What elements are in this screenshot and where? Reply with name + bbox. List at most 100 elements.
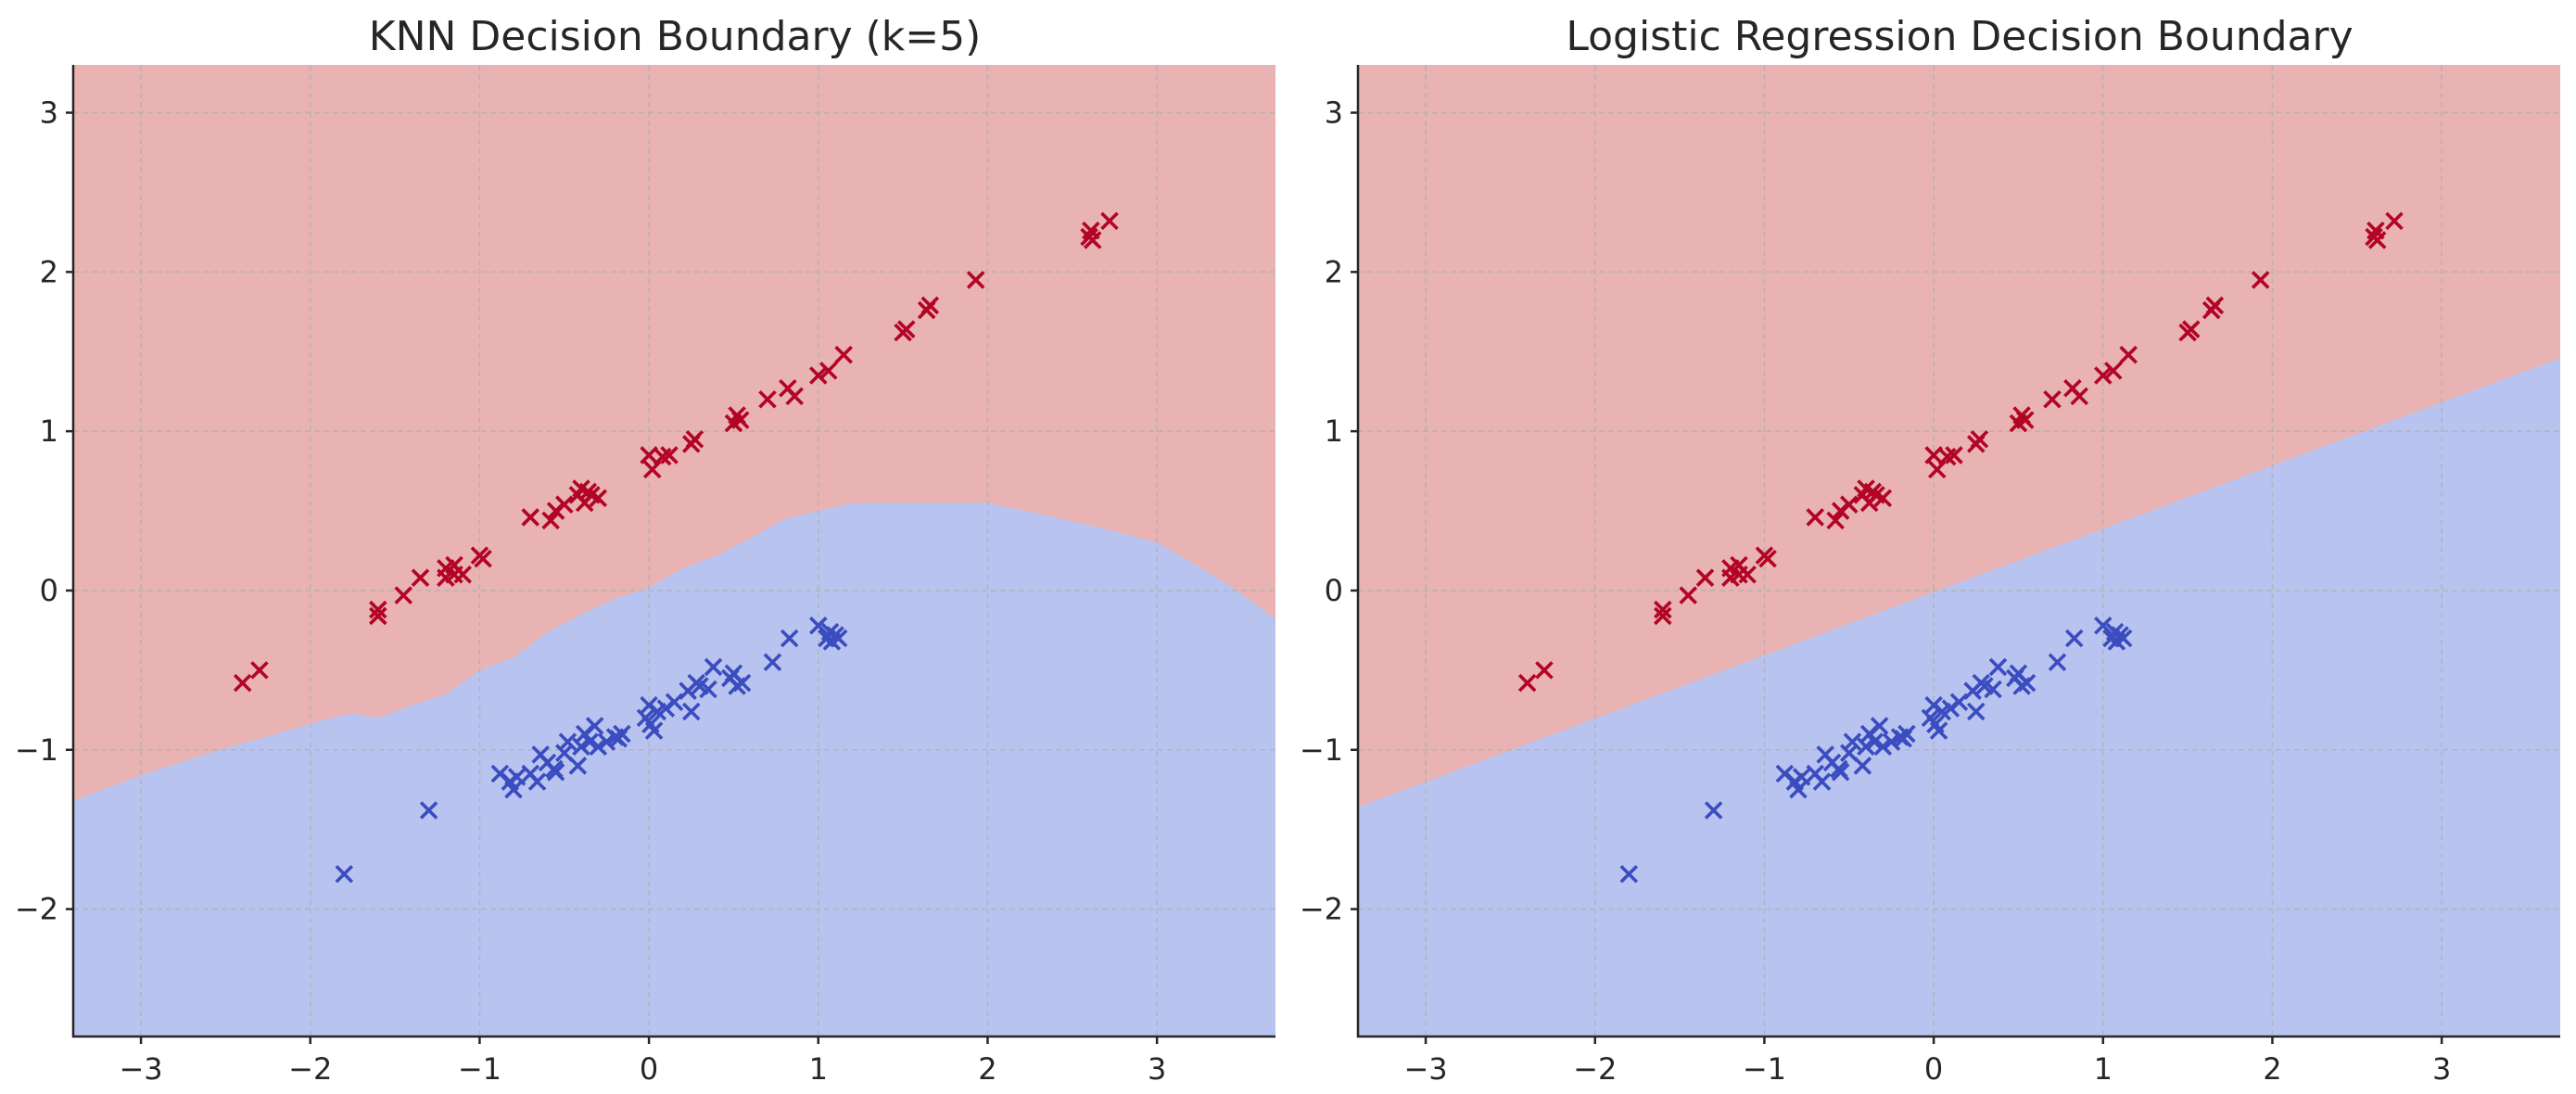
logreg-xtick-label: 2 bbox=[2263, 1051, 2281, 1087]
logreg-xtick-label: −1 bbox=[1743, 1051, 1786, 1087]
knn-axes: −3 −2 −1 0 1 2 3 −2 −1 0 1 2 3 bbox=[15, 65, 1275, 1087]
logreg-decision-regions bbox=[1358, 65, 2560, 1037]
knn-point-class-1 bbox=[541, 511, 560, 530]
logreg-panel: Logistic Regression Decision Boundary −3… bbox=[1300, 13, 2560, 1087]
knn-spines bbox=[71, 65, 1275, 1038]
logreg-ytick-label: 1 bbox=[1325, 413, 1343, 449]
logreg-point-class-0 bbox=[1789, 780, 1808, 799]
knn-point-class-1 bbox=[411, 568, 430, 587]
logreg-xtick-label: 0 bbox=[1924, 1051, 1943, 1087]
logreg-grid bbox=[1358, 65, 2560, 1037]
logreg-point-class-1 bbox=[1970, 429, 1989, 449]
logreg-point-class-1 bbox=[2043, 390, 2062, 409]
logreg-point-class-1 bbox=[2385, 211, 2404, 231]
logreg-region-class-0 bbox=[1358, 358, 2560, 1037]
knn-point-class-1 bbox=[920, 296, 940, 315]
knn-point-class-1 bbox=[233, 673, 252, 693]
logreg-point-class-0 bbox=[1966, 702, 1986, 721]
logreg-ytick-label: 0 bbox=[1325, 573, 1343, 608]
knn-ytick-label: 2 bbox=[40, 254, 58, 289]
knn-ytick-label: −2 bbox=[15, 892, 58, 927]
knn-point-class-0 bbox=[580, 732, 599, 751]
logreg-xtick-label: 3 bbox=[2432, 1051, 2451, 1087]
knn-region-class-0 bbox=[73, 502, 1275, 1037]
knn-point-class-0 bbox=[644, 721, 664, 740]
knn-xtick-label: 0 bbox=[640, 1051, 658, 1087]
knn-point-class-1 bbox=[474, 549, 492, 568]
logreg-xtick-label: −2 bbox=[1573, 1051, 1617, 1087]
knn-xtick-label: 1 bbox=[809, 1051, 828, 1087]
logreg-point-class-0 bbox=[1865, 732, 1884, 751]
knn-point-class-0 bbox=[335, 864, 354, 884]
logreg-point-class-1 bbox=[2015, 411, 2035, 429]
logreg-ytick-label: 3 bbox=[1325, 95, 1343, 131]
logreg-point-class-0 bbox=[2017, 673, 2037, 693]
logreg-point-class-1 bbox=[2205, 296, 2225, 315]
logreg-point-class-1 bbox=[2070, 387, 2088, 406]
knn-point-class-0 bbox=[504, 780, 523, 799]
logreg-axes: −3 −2 −1 0 1 2 3 −2 −1 0 1 2 3 bbox=[1300, 65, 2560, 1087]
knn-point-class-1 bbox=[453, 565, 472, 584]
knn-point-class-1 bbox=[896, 320, 916, 338]
knn-point-class-1 bbox=[730, 411, 750, 429]
logreg-point-class-1 bbox=[1839, 495, 1859, 514]
logreg-xtick-label: −3 bbox=[1403, 1051, 1447, 1087]
logreg-point-class-0 bbox=[2064, 629, 2084, 648]
logreg-point-class-1 bbox=[2181, 320, 2201, 338]
logreg-point-class-0 bbox=[1853, 757, 1872, 775]
knn-point-class-1 bbox=[660, 446, 679, 464]
knn-point-class-1 bbox=[521, 508, 539, 527]
logreg-point-class-1 bbox=[1738, 565, 1757, 584]
knn-ytick-label: 0 bbox=[40, 573, 58, 608]
logreg-point-class-0 bbox=[1984, 680, 2002, 699]
knn-point-class-0 bbox=[732, 673, 752, 693]
knn-point-class-1 bbox=[818, 362, 838, 380]
knn-point-class-1 bbox=[642, 460, 662, 479]
knn-grid bbox=[73, 65, 1275, 1037]
knn-point-class-0 bbox=[613, 724, 631, 744]
logreg-point-class-0 bbox=[1704, 801, 1723, 820]
knn-xtick-label: −2 bbox=[288, 1051, 332, 1087]
knn-panel: KNN Decision Boundary (k=5) −3 −2 −1 0 1 2 3 −2… bbox=[15, 13, 1275, 1087]
logreg-point-class-0 bbox=[2093, 616, 2113, 635]
logreg-point-class-1 bbox=[1806, 508, 1825, 527]
logreg-point-class-1 bbox=[2093, 366, 2113, 385]
logreg-point-class-1 bbox=[2103, 362, 2123, 380]
knn-points bbox=[233, 211, 1119, 884]
logreg-points bbox=[1517, 211, 2404, 884]
knn-point-class-0 bbox=[589, 737, 608, 757]
knn-point-class-1 bbox=[1083, 231, 1102, 249]
knn-point-class-0 bbox=[699, 680, 717, 699]
logreg-point-class-0 bbox=[1897, 724, 1916, 744]
knn-point-class-1 bbox=[809, 366, 828, 385]
logreg-point-class-0 bbox=[1792, 768, 1811, 786]
logreg-point-class-1 bbox=[1758, 549, 1777, 568]
logreg-ytick-label: −2 bbox=[1300, 892, 1343, 927]
knn-point-class-0 bbox=[585, 717, 604, 735]
knn-ytick-label: 1 bbox=[40, 413, 58, 449]
logreg-title: Logistic Regression Decision Boundary bbox=[1566, 13, 2353, 60]
logreg-point-class-0 bbox=[1873, 737, 1893, 757]
knn-point-class-0 bbox=[809, 616, 828, 635]
knn-ytick-label: −1 bbox=[15, 732, 58, 768]
knn-point-class-1 bbox=[369, 600, 387, 619]
knn-point-class-1 bbox=[685, 429, 704, 449]
logreg-point-class-1 bbox=[1826, 511, 1845, 530]
logreg-point-class-0 bbox=[1843, 732, 1862, 751]
knn-point-class-1 bbox=[966, 271, 985, 289]
knn-point-class-0 bbox=[829, 629, 848, 648]
knn-point-class-1 bbox=[785, 387, 804, 406]
logreg-point-class-0 bbox=[1870, 717, 1889, 735]
logreg-point-class-0 bbox=[2048, 653, 2067, 672]
logreg-point-class-1 bbox=[1654, 606, 1672, 626]
logreg-point-class-0 bbox=[1831, 763, 1850, 782]
knn-point-class-0 bbox=[572, 737, 590, 757]
knn-title: KNN Decision Boundary (k=5) bbox=[369, 13, 982, 60]
logreg-point-class-1 bbox=[1517, 673, 1537, 693]
logreg-xtick-label: 1 bbox=[2094, 1051, 2113, 1087]
logreg-point-class-0 bbox=[1929, 721, 1948, 740]
logreg-point-class-0 bbox=[1988, 657, 2008, 677]
logreg-ytick-label: −1 bbox=[1300, 732, 1343, 768]
knn-point-class-1 bbox=[834, 345, 853, 364]
